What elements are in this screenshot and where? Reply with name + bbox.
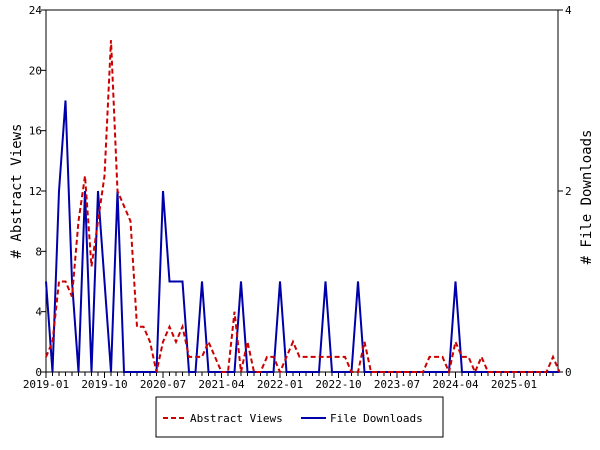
- x-axis-ticks: 2019-01 2019-10 2020-07 2021-04 2022-01 2022-…: [23, 372, 554, 391]
- y-left-tick-label: 24: [29, 4, 43, 17]
- y-right-axis-title: # File Downloads: [579, 130, 595, 265]
- y-right-tick-label: 4: [565, 4, 572, 17]
- legend-label-abstract-views: Abstract Views: [190, 412, 283, 425]
- x-tick-label: 2019-10: [81, 378, 127, 391]
- series-line-file-downloads: [45, 100, 560, 373]
- series-line-abstract-views: [45, 40, 561, 376]
- x-tick-label: 2022-10: [315, 378, 361, 391]
- y-left-tick-label: 8: [35, 245, 42, 258]
- series-layer: [45, 40, 561, 376]
- x-tick-label: 2021-04: [198, 378, 245, 391]
- legend: Abstract Views File Downloads: [155, 396, 444, 438]
- y-left-tick-label: 20: [29, 64, 42, 77]
- y-right-tick-label: 0: [565, 366, 572, 379]
- y-left-tick-label: 0: [35, 366, 42, 379]
- x-tick-label: 2019-01: [23, 378, 69, 391]
- x-tick-label: 2025-01: [491, 378, 537, 391]
- y-right-axis-ticks: 0 2 4: [558, 4, 572, 379]
- y-left-tick-label: 4: [35, 306, 42, 319]
- y-left-tick-label: 12: [29, 185, 42, 198]
- x-tick-label: 2020-07: [140, 378, 186, 391]
- y-left-axis-ticks: 0 4 8 12 16 20 24: [29, 4, 46, 379]
- y-right-tick-label: 2: [565, 185, 572, 198]
- plot-area: [45, 9, 559, 373]
- x-tick-label: 2024-04: [432, 378, 479, 391]
- legend-label-file-downloads: File Downloads: [330, 412, 423, 425]
- x-tick-label: 2023-07: [374, 378, 420, 391]
- x-tick-label: 2022-01: [257, 378, 303, 391]
- y-left-tick-label: 16: [29, 125, 42, 138]
- legend-box: [155, 396, 444, 438]
- y-left-axis-title: # Abstract Views: [9, 124, 25, 259]
